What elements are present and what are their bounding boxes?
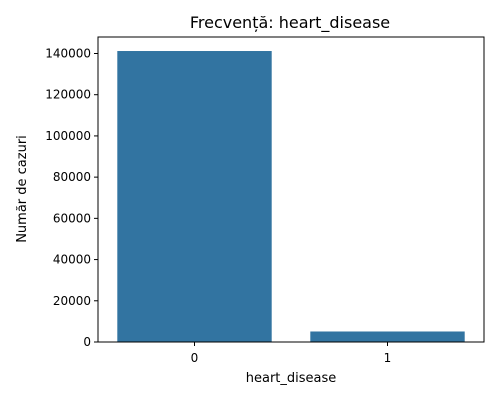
y-tick-label: 60000 <box>53 211 91 225</box>
bar-0 <box>117 51 272 342</box>
y-axis-label: Număr de cazuri <box>15 135 30 243</box>
y-tick-label: 120000 <box>45 88 91 102</box>
x-tick-label: 0 <box>191 351 199 365</box>
y-axis-ticks: 0 20000 40000 60000 80000 100000 120000 140000 <box>45 46 98 349</box>
y-tick-label: 0 <box>83 335 91 349</box>
y-tick-label: 40000 <box>53 253 91 267</box>
x-axis-label: heart_disease <box>246 371 337 386</box>
plot-frame <box>97 36 485 343</box>
y-tick-label: 20000 <box>53 294 91 308</box>
y-tick-label: 140000 <box>45 46 91 60</box>
chart-title: Frecvență: heart_disease <box>190 13 390 33</box>
bars-group <box>117 51 465 342</box>
x-tick-label: 1 <box>384 351 392 365</box>
bar-1 <box>310 331 465 342</box>
y-tick-label: 100000 <box>45 129 91 143</box>
y-tick-label: 80000 <box>53 170 91 184</box>
